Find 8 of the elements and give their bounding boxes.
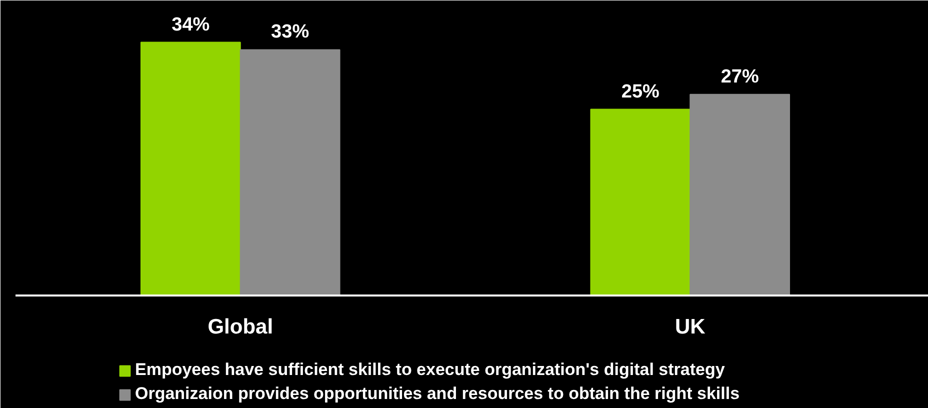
data-label: 27% (720, 66, 759, 88)
data-label: 33% (271, 22, 310, 43)
legend-label: Empoyees have sufficient skills to execute organization's digital strategy (135, 360, 725, 380)
data-label: 34% (172, 14, 210, 36)
x-tick-label: Global (208, 316, 274, 338)
x-tick-label: UK (674, 316, 706, 338)
legend-label: Organizaion provides opportunities and resources to obtain the right skills (135, 384, 740, 404)
data-label: 25% (621, 81, 660, 102)
